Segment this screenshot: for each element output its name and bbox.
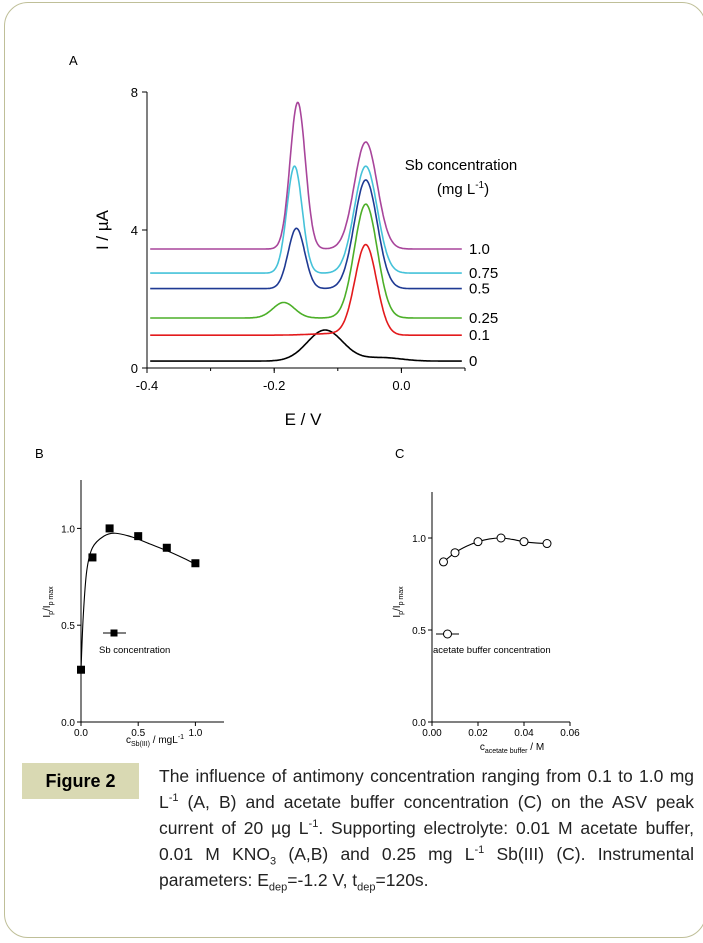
- chart-c-point: [451, 549, 459, 557]
- chart-c-legend-label: acetate buffer concentration: [433, 645, 551, 656]
- caption-text: The influence of antimony concentration …: [159, 763, 694, 893]
- chart-a-y-tick-label: 8: [131, 85, 138, 100]
- chart-a-series-label: 0.75: [469, 265, 498, 282]
- chart-b-point: [77, 666, 85, 674]
- chart-c-y-tick-label: 1.0: [412, 534, 426, 545]
- chart-a-legend-title: Sb concentration: [405, 157, 518, 174]
- chart-a-legend-unit: (mg L-1): [437, 180, 489, 198]
- chart-c-ticks: 0.00 0.02 0.04 0.06 0.0 0.5 1.0: [412, 534, 580, 739]
- chart-b-point: [88, 553, 96, 561]
- chart-c-fit-line: [444, 538, 548, 562]
- chart-b: 0.0 0.5 1.00.00.51.0 Sb concentration cSb(…: [42, 480, 224, 748]
- chart-a-y-tick-label: 0: [131, 361, 138, 376]
- chart-c-x-label: cacetate buffer / M: [480, 742, 544, 755]
- chart-a-series-5: [150, 103, 462, 250]
- chart-c-y-tick-label: 0.5: [412, 626, 426, 637]
- chart-c-legend-marker: [444, 630, 452, 638]
- chart-c-point: [520, 538, 528, 546]
- chart-b-x-tick-label: 1.0: [188, 728, 202, 739]
- chart-a-series-label: 0.25: [469, 310, 498, 327]
- chart-b-legend-marker: [111, 630, 118, 637]
- chart-c-point: [497, 534, 505, 542]
- chart-a-series-label: 0.5: [469, 281, 490, 298]
- chart-a-x-tick-label: -0.2: [263, 378, 285, 393]
- chart-c-legend: acetate buffer concentration: [433, 630, 551, 656]
- chart-a-y-label: I / µA: [93, 209, 112, 250]
- chart-c-x-tick-label: 0.00: [422, 728, 442, 739]
- chart-a-series-label: 1.0: [469, 241, 490, 258]
- panel-letter-c: C: [395, 446, 404, 461]
- chart-a-series-labels: 0 0.10.25 0.50.75 1.0: [469, 241, 498, 370]
- chart-b-point: [191, 559, 199, 567]
- chart-a-x-tick-label: 0.0: [392, 378, 410, 393]
- chart-b-legend-label: Sb concentration: [99, 645, 170, 656]
- panel-letter-a: A: [69, 53, 78, 68]
- chart-c-y-tick-label: 0.0: [412, 718, 426, 729]
- chart-b-y-label: Ip/Ip max: [42, 586, 55, 618]
- chart-a-x-label: E / V: [285, 410, 323, 429]
- chart-b-point: [106, 524, 114, 532]
- chart-c-points: [440, 534, 552, 566]
- chart-c-fit-curve: [444, 538, 548, 562]
- chart-a-series-label: 0.1: [469, 327, 490, 344]
- chart-b-x-tick-label: 0.5: [131, 728, 145, 739]
- chart-a-ticks: -0.4 -0.2 0.0 0 4 8: [131, 85, 465, 393]
- chart-c-x-tick-label: 0.02: [468, 728, 488, 739]
- chart-b-legend: Sb concentration: [99, 630, 170, 657]
- chart-b-y-tick-label: 1.0: [61, 524, 75, 535]
- chart-b-y-tick-label: 0.5: [61, 621, 75, 632]
- chart-b-y-tick-label: 0.0: [61, 718, 75, 729]
- chart-b-point: [163, 544, 171, 552]
- chart-c-x-tick-label: 0.06: [560, 728, 580, 739]
- chart-c-y-label: Ip/Ip max: [392, 586, 405, 618]
- chart-c-x-tick-label: 0.04: [514, 728, 534, 739]
- chart-c: 0.00 0.02 0.04 0.06 0.0 0.5 1.0 acetate buffer…: [392, 492, 580, 755]
- chart-a-series-2: [150, 204, 462, 318]
- chart-b-x-tick-label: 0.0: [74, 728, 88, 739]
- chart-a-series-label: 0: [469, 353, 477, 370]
- chart-c-point: [440, 558, 448, 566]
- chart-c-point: [543, 540, 551, 548]
- chart-a: -0.4 -0.2 0.0 0 4 8 E / V I / µA Sb concentra…: [93, 85, 517, 429]
- chart-b-point: [134, 532, 142, 540]
- figure-label: Figure 2: [22, 763, 139, 799]
- chart-a-curves: [150, 103, 462, 362]
- panel-letter-b: B: [35, 446, 44, 461]
- chart-c-point: [474, 538, 482, 546]
- chart-a-y-tick-label: 4: [131, 223, 138, 238]
- chart-a-x-tick-label: -0.4: [136, 378, 158, 393]
